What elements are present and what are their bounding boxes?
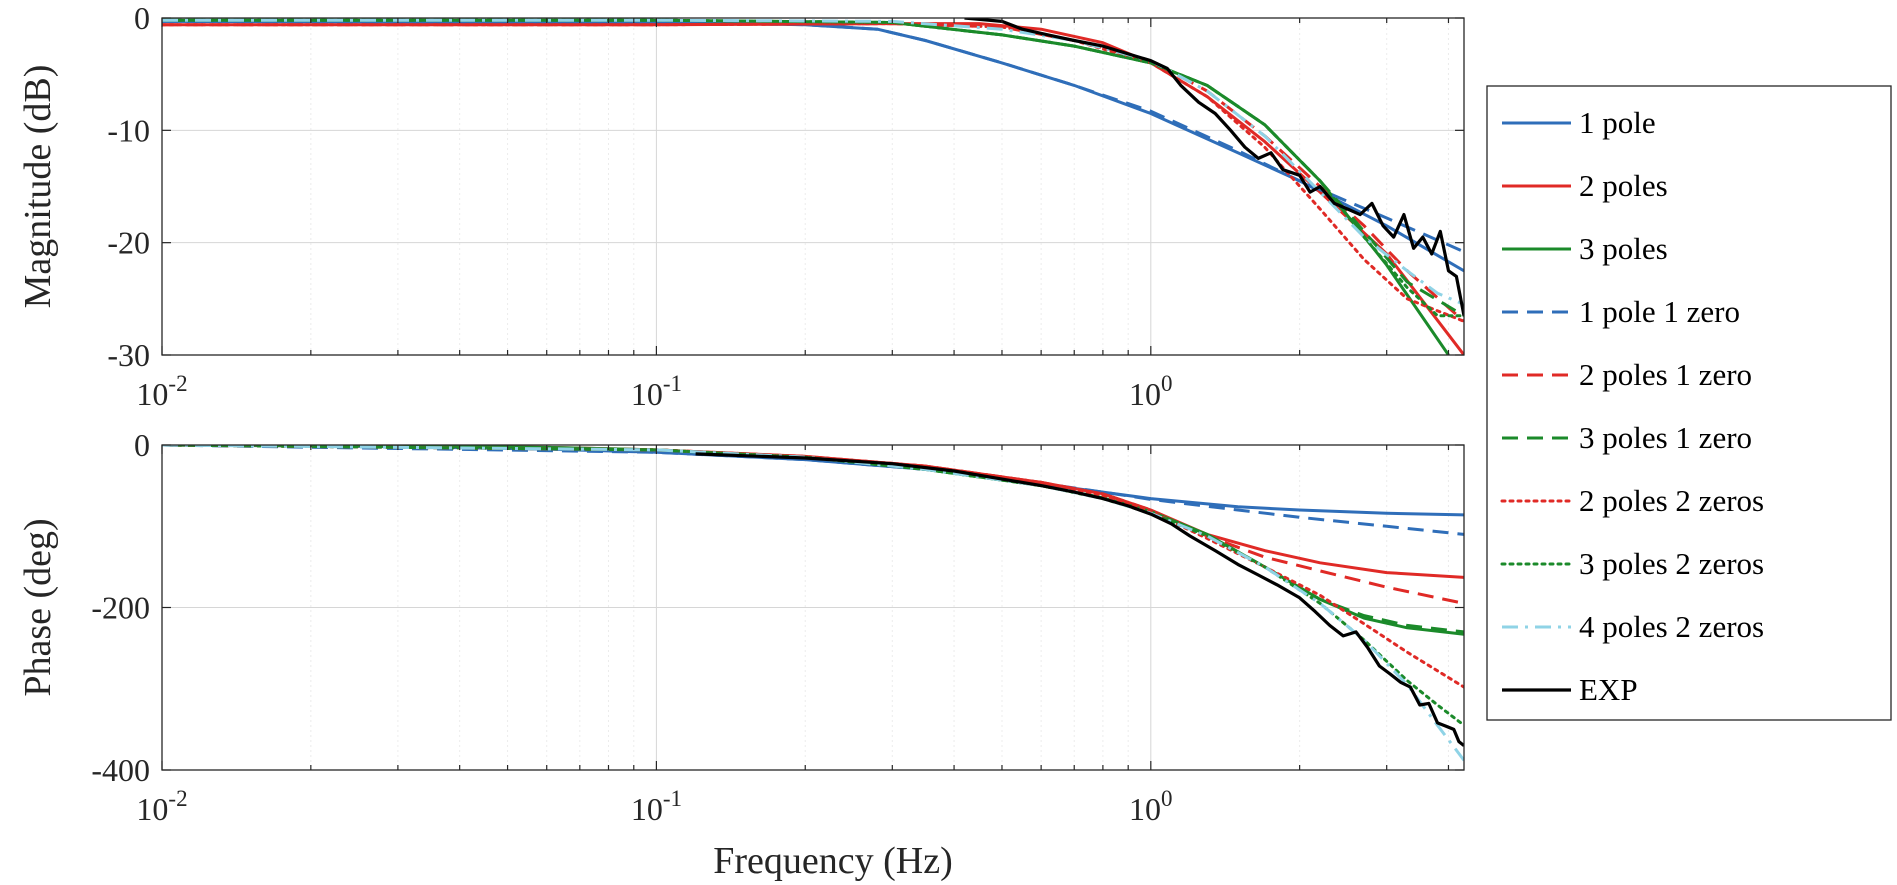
legend-item-3-poles-1-zero: 3 poles 1 zero <box>1502 420 1752 455</box>
y-tick-label: -30 <box>107 337 150 373</box>
legend-label: 1 pole <box>1579 105 1656 140</box>
magnitude-series-2-poles-1-zero <box>162 22 1464 323</box>
phase-series-2-poles-2-zeros <box>162 445 1464 689</box>
legend-item-3-poles-2-zeros: 3 poles 2 zeros <box>1500 546 1764 581</box>
y-tick-label: -10 <box>107 112 150 148</box>
y-tick-label: -20 <box>107 225 150 261</box>
phase-series-exp <box>695 452 1464 747</box>
legend-item-1-pole-1-zero: 1 pole 1 zero <box>1502 294 1740 329</box>
legend-item-1-pole: 1 pole <box>1502 105 1656 140</box>
legend-box <box>1486 85 1892 721</box>
legend-label: 1 pole 1 zero <box>1579 294 1740 329</box>
phase-series-4-poles-2-zeros <box>162 445 1464 762</box>
phase-xlabel: Frequency (Hz) <box>713 840 953 882</box>
legend-label: EXP <box>1579 672 1638 707</box>
phase-series-2-poles-1-zero <box>162 445 1464 605</box>
legend-item-2-poles-1-zero: 2 poles 1 zero <box>1502 357 1752 392</box>
phase-ylabel: Phase (deg) <box>17 518 59 696</box>
magnitude-series <box>162 18 1464 355</box>
phase-series-1-pole <box>162 445 1464 517</box>
legend-label: 2 poles 1 zero <box>1579 357 1752 392</box>
x-tick-label: 10-1 <box>631 786 682 827</box>
legend-item-2-poles-2-zeros: 2 poles 2 zeros <box>1500 483 1764 518</box>
legend-label: 3 poles <box>1579 231 1668 266</box>
magnitude-ylabel: Magnitude (dB) <box>17 65 59 309</box>
magnitude-series-2-poles-2-zeros <box>162 22 1464 323</box>
magnitude-grid <box>161 17 1464 356</box>
legend-item-2-poles: 2 poles <box>1502 168 1668 203</box>
legend-item-4-poles-2-zeros: 4 poles 2 zeros <box>1502 609 1764 644</box>
legend-item-exp: EXP <box>1502 672 1638 707</box>
magnitude-series-exp <box>964 18 1464 317</box>
phase-series-2-poles <box>162 445 1464 579</box>
y-tick-label: -200 <box>91 590 150 626</box>
phase-series-3-poles-2-zeros <box>162 445 1464 727</box>
phase-series-3-poles <box>162 445 1464 636</box>
magnitude-series-4-poles-2-zeros <box>162 18 1464 306</box>
y-tick-label: -400 <box>91 752 150 788</box>
x-tick-label: 10-1 <box>631 371 682 412</box>
x-tick-label: 10-2 <box>136 371 187 412</box>
x-tick-label: 10-2 <box>136 786 187 827</box>
legend-label: 3 poles 2 zeros <box>1579 546 1764 581</box>
phase-grid <box>161 444 1464 771</box>
legend-label: 4 poles 2 zeros <box>1579 609 1764 644</box>
legend: 1 pole 2 poles 3 poles 1 pole 1 zero 2 poles… <box>1486 85 1892 721</box>
phase-series <box>162 445 1464 762</box>
legend-item-3-poles: 3 poles <box>1502 231 1668 266</box>
legend-label: 3 poles 1 zero <box>1579 420 1752 455</box>
y-tick-label: 0 <box>134 427 150 463</box>
magnitude-axes-box <box>161 17 1465 356</box>
legend-label: 2 poles 2 zeros <box>1579 483 1764 518</box>
x-tick-label: 100 <box>1129 786 1173 827</box>
magnitude-series-1-pole-1-zero <box>162 19 1464 254</box>
legend-label: 2 poles <box>1579 168 1668 203</box>
x-tick-label: 100 <box>1129 371 1173 412</box>
phase-series-3-poles-1-zero <box>162 445 1464 634</box>
magnitude-series-2-poles <box>162 22 1464 355</box>
y-tick-label: 0 <box>134 0 150 36</box>
